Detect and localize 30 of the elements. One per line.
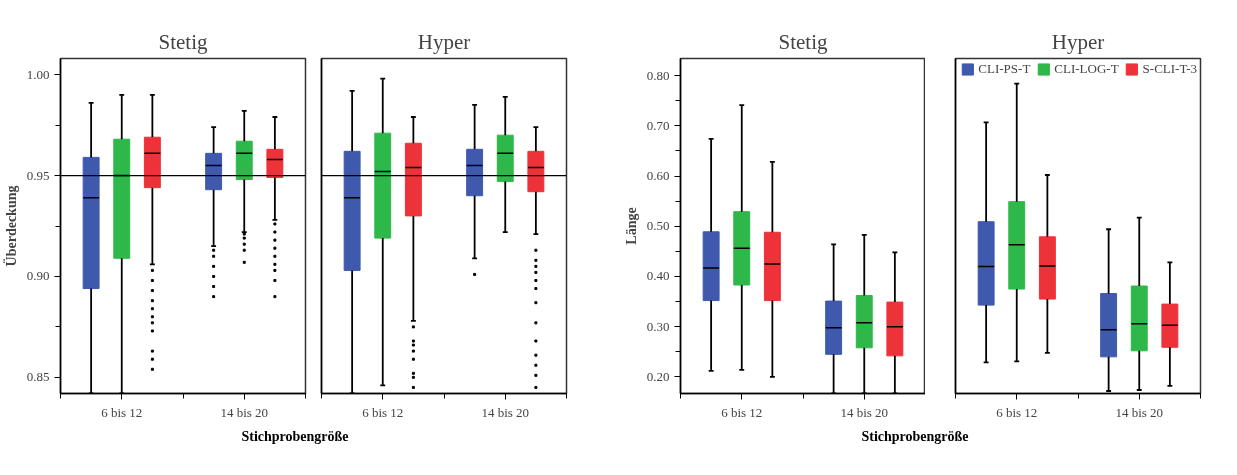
legend-label: S-CLI-T-3 [1142,61,1197,77]
y-tick-label: 0.50 [646,218,670,234]
chart-title: Hyper [1051,29,1105,54]
x-tick-label: 14 bis 20 [840,404,889,420]
y-tick-label: 0.40 [646,268,670,284]
y-tick-label: 0.30 [646,318,670,334]
y-tick-label: 1.00 [26,66,50,82]
y-tick-label: 0.85 [26,369,50,385]
x-tick-label: 14 bis 20 [1115,404,1164,420]
y-axis-title: Länge [623,207,639,245]
y-axis-title: Überdeckung [2,185,19,267]
x-tick-label: 6 bis 12 [996,404,1038,420]
y-tick-label: 0.95 [26,167,50,183]
chart-title: Hyper [417,29,471,54]
y-tick-label: 0.60 [646,168,670,184]
x-tick-label: 6 bis 12 [362,404,404,420]
x-tick-label: 6 bis 12 [101,404,143,420]
chart-title: Stetig [158,29,208,54]
x-axis-title: Stichprobengröße [241,428,349,446]
x-axis-title: Stichprobengröße [861,428,969,446]
x-tick-label: 6 bis 12 [721,404,763,420]
y-tick-label: 0.90 [26,268,50,284]
y-tick-label: 0.80 [646,67,670,83]
y-tick-label: 0.70 [646,117,670,133]
x-tick-label: 14 bis 20 [481,404,530,420]
legend-label: CLI-LOG-T [1054,61,1119,77]
y-tick-label: 0.20 [646,368,670,384]
legend-label: CLI-PS-T [978,61,1031,77]
chart-title: Stetig [778,29,828,54]
x-tick-label: 14 bis 20 [220,404,269,420]
